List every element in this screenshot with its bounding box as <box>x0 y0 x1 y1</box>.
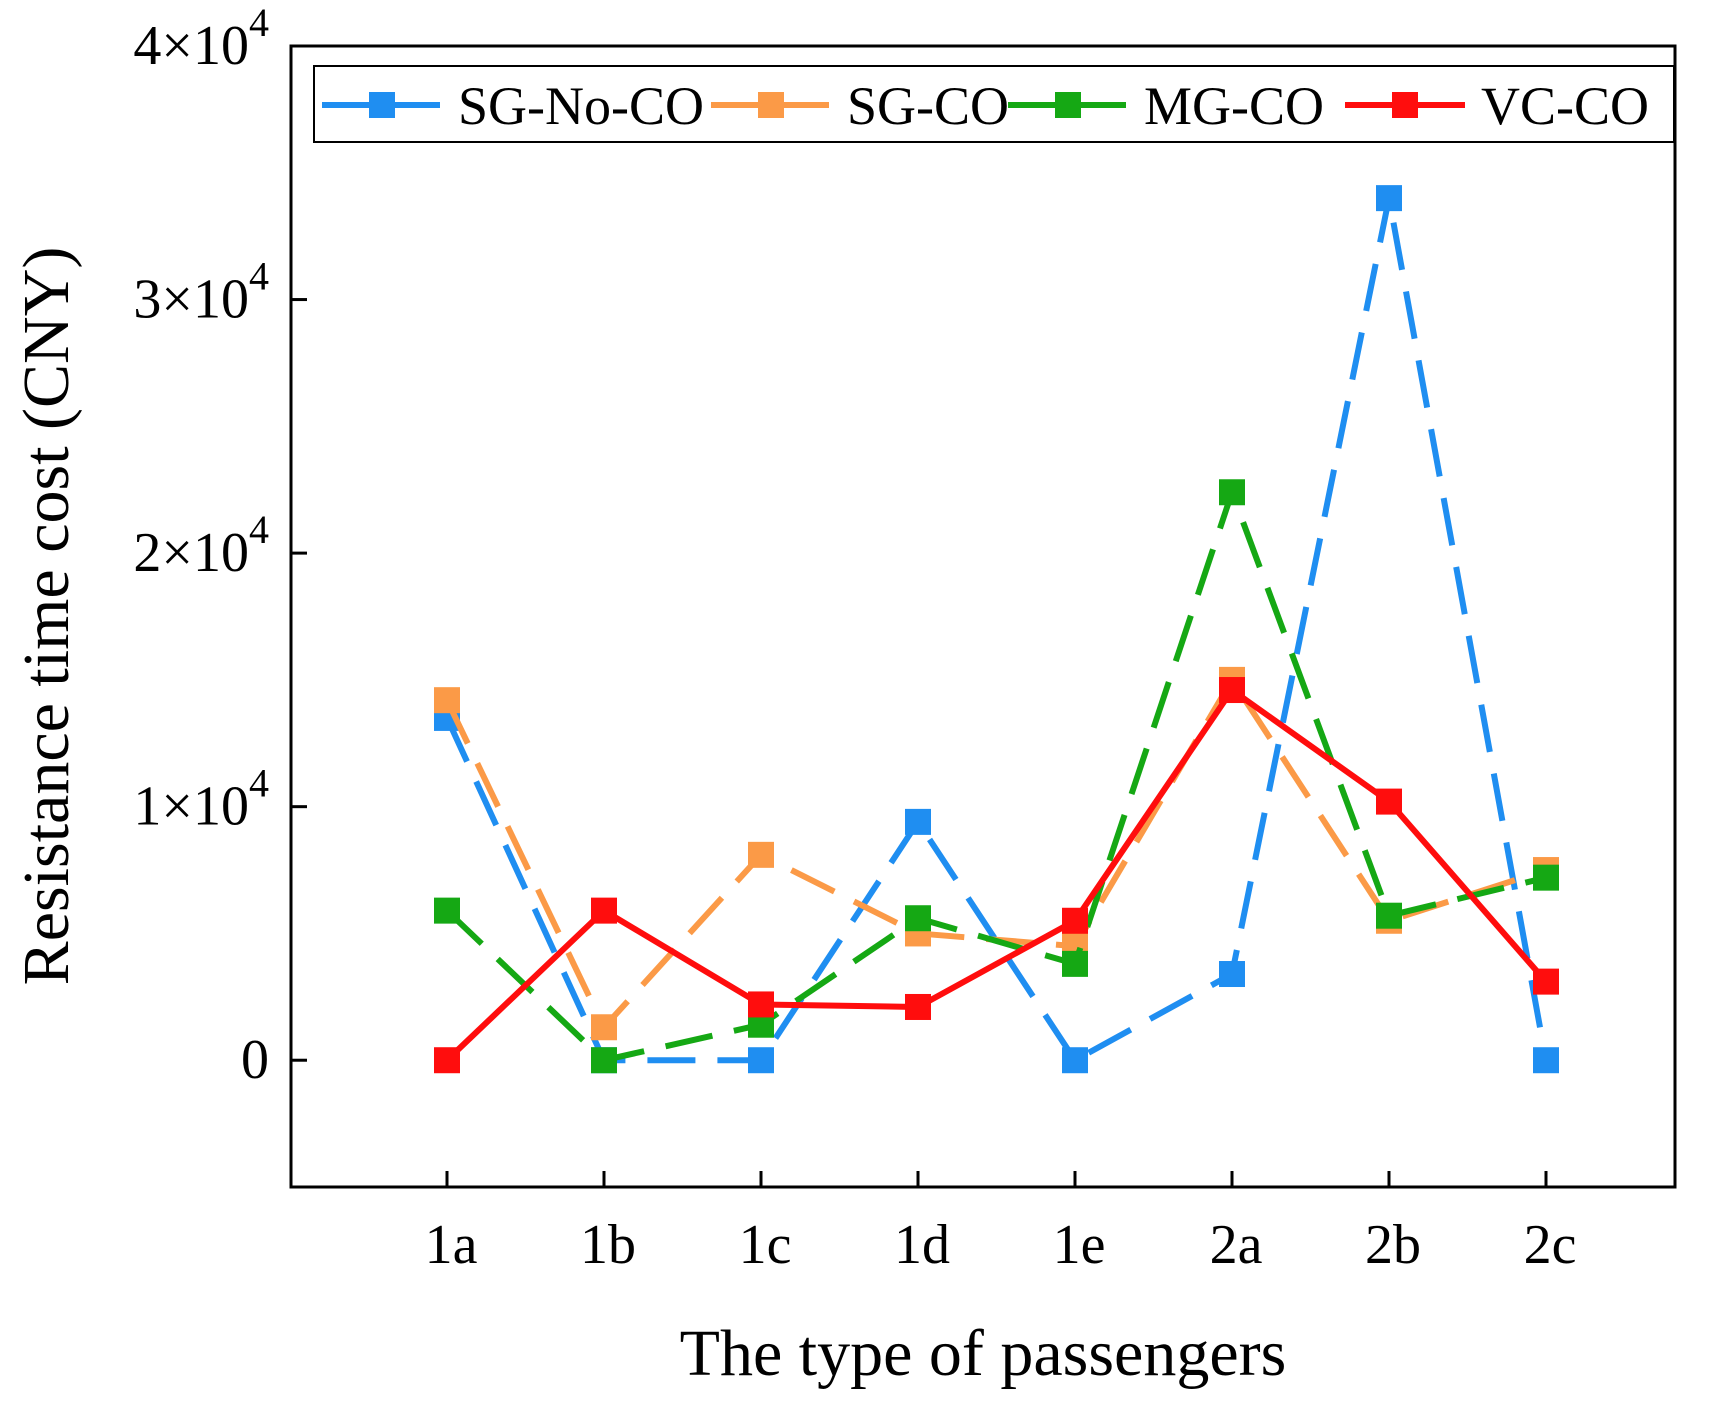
data-point-vc-co-1a <box>434 1047 460 1074</box>
y-tick-label: 4×104 <box>133 0 269 77</box>
data-point-vc-co-1c <box>748 991 774 1018</box>
data-point-mg-co-2c <box>1533 864 1559 891</box>
data-point-mg-co-2b <box>1376 902 1402 929</box>
data-point-vc-co-2a <box>1219 677 1245 704</box>
x-axis-ticks: 1a 1b 1c 1d 1e 2a 2b 2c <box>425 1171 1577 1276</box>
x-tick-label: 1a <box>425 1214 478 1276</box>
legend-marker-sg-no-co <box>369 92 395 118</box>
data-point-mg-co-1e <box>1062 950 1088 977</box>
legend-marker-mg-co <box>1055 92 1081 118</box>
legend-label-sg-co: SG-CO <box>847 76 1009 136</box>
legend-label-sg-no-co: SG-No-CO <box>458 76 704 136</box>
data-point-mg-co-2a <box>1219 479 1245 506</box>
legend: SG-No-CO SG-CO MG-CO VC-CO <box>313 65 1675 143</box>
y-tick-label: 2×104 <box>133 507 269 584</box>
data-point-sg-no-co-2b <box>1376 185 1402 212</box>
legend-marker-vc-co <box>1392 92 1418 118</box>
data-point-sg-no-co-2c <box>1533 1047 1559 1074</box>
data-point-sg-no-co-1d <box>905 808 931 835</box>
x-axis-label: The type of passengers <box>680 1317 1287 1390</box>
y-axis-ticks: 0 1×104 2×104 3×104 4×104 <box>133 0 307 1091</box>
x-tick-label: 1c <box>739 1214 792 1276</box>
legend-marker-sg-co <box>758 92 784 118</box>
series-mg-co <box>434 479 1559 1074</box>
data-point-sg-co-1b <box>591 1014 617 1041</box>
y-tick-label: 0 <box>241 1029 269 1091</box>
x-tick-label: 2a <box>1210 1214 1263 1276</box>
data-point-mg-co-1b <box>591 1047 617 1074</box>
data-point-sg-no-co-2a <box>1219 961 1245 988</box>
data-point-vc-co-2c <box>1533 968 1559 995</box>
plot-frame <box>289 44 1677 1189</box>
x-tick-label: 1d <box>894 1214 950 1276</box>
series-line-sg-co <box>444 676 1547 1031</box>
data-point-sg-co-1a <box>434 687 460 714</box>
x-tick-label: 2c <box>1524 1214 1577 1276</box>
data-point-vc-co-2b <box>1376 788 1402 815</box>
x-tick-label: 1e <box>1053 1214 1106 1276</box>
x-tick-label: 1b <box>580 1214 636 1276</box>
series-line-vc-co <box>444 687 1549 1063</box>
data-point-sg-co-1c <box>748 841 774 868</box>
data-point-vc-co-1d <box>905 993 931 1020</box>
x-tick-label: 2b <box>1365 1214 1421 1276</box>
series-layer <box>434 185 1559 1074</box>
data-point-mg-co-1a <box>434 897 460 924</box>
data-point-vc-co-1b <box>591 897 617 924</box>
data-point-vc-co-1e <box>1062 907 1088 934</box>
series-vc-co <box>434 677 1559 1074</box>
y-tick-label: 1×104 <box>133 761 269 838</box>
data-point-mg-co-1d <box>905 905 931 932</box>
series-sg-co <box>434 666 1559 1041</box>
data-point-sg-no-co-1e <box>1062 1047 1088 1074</box>
legend-label-mg-co: MG-CO <box>1144 76 1324 136</box>
data-point-sg-no-co-1c <box>748 1047 774 1074</box>
y-tick-label: 3×104 <box>133 254 269 331</box>
y-axis-label: Resistance time cost (CNY) <box>10 247 83 986</box>
series-line-mg-co <box>444 489 1547 1064</box>
legend-label-vc-co: VC-CO <box>1481 76 1649 136</box>
